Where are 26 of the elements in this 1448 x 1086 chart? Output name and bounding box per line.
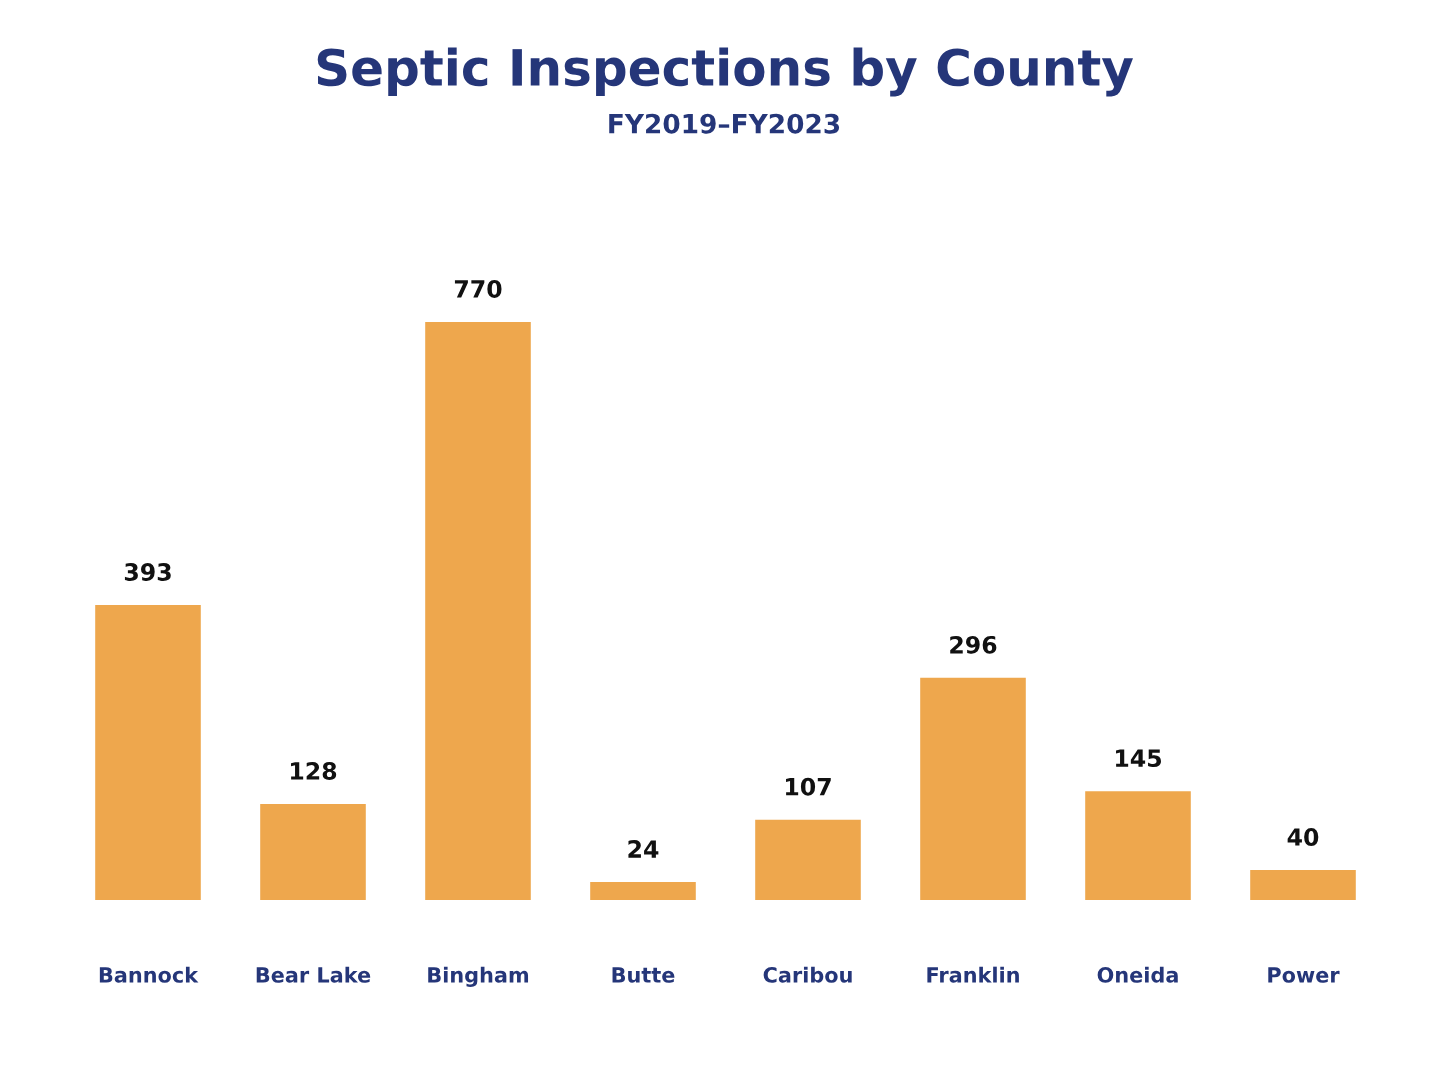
chart-title: Septic Inspections by County [317, 47, 1133, 97]
bar [425, 321, 531, 900]
x-tick-label: Caribou [763, 966, 852, 983]
data-label: 24 [628, 840, 659, 858]
bar [1250, 869, 1356, 900]
x-tick-label: Power [1268, 967, 1340, 983]
data-label: 40 [1287, 828, 1319, 846]
x-tick-label: Oneida [1097, 966, 1178, 983]
bar [1085, 791, 1191, 900]
bar [590, 881, 696, 900]
data-label: 145 [1116, 749, 1161, 768]
bar [755, 819, 861, 900]
bar [260, 803, 366, 900]
x-tick-label: Bannock [99, 966, 199, 983]
data-label: 107 [786, 777, 831, 796]
bar [920, 677, 1026, 900]
x-tick-label: Franklin [927, 966, 1019, 983]
x-tick-label: Butte [612, 967, 675, 983]
chart-subtitle: FY2019–FY2023 [609, 113, 840, 134]
data-label: 393 [124, 563, 171, 581]
bar [95, 604, 201, 900]
data-label: 128 [291, 762, 337, 780]
data-label: 770 [454, 280, 502, 298]
data-label: 296 [950, 635, 997, 654]
x-tick-label: Bear Lake [256, 966, 371, 983]
x-tick-label: Bingham [428, 966, 529, 987]
